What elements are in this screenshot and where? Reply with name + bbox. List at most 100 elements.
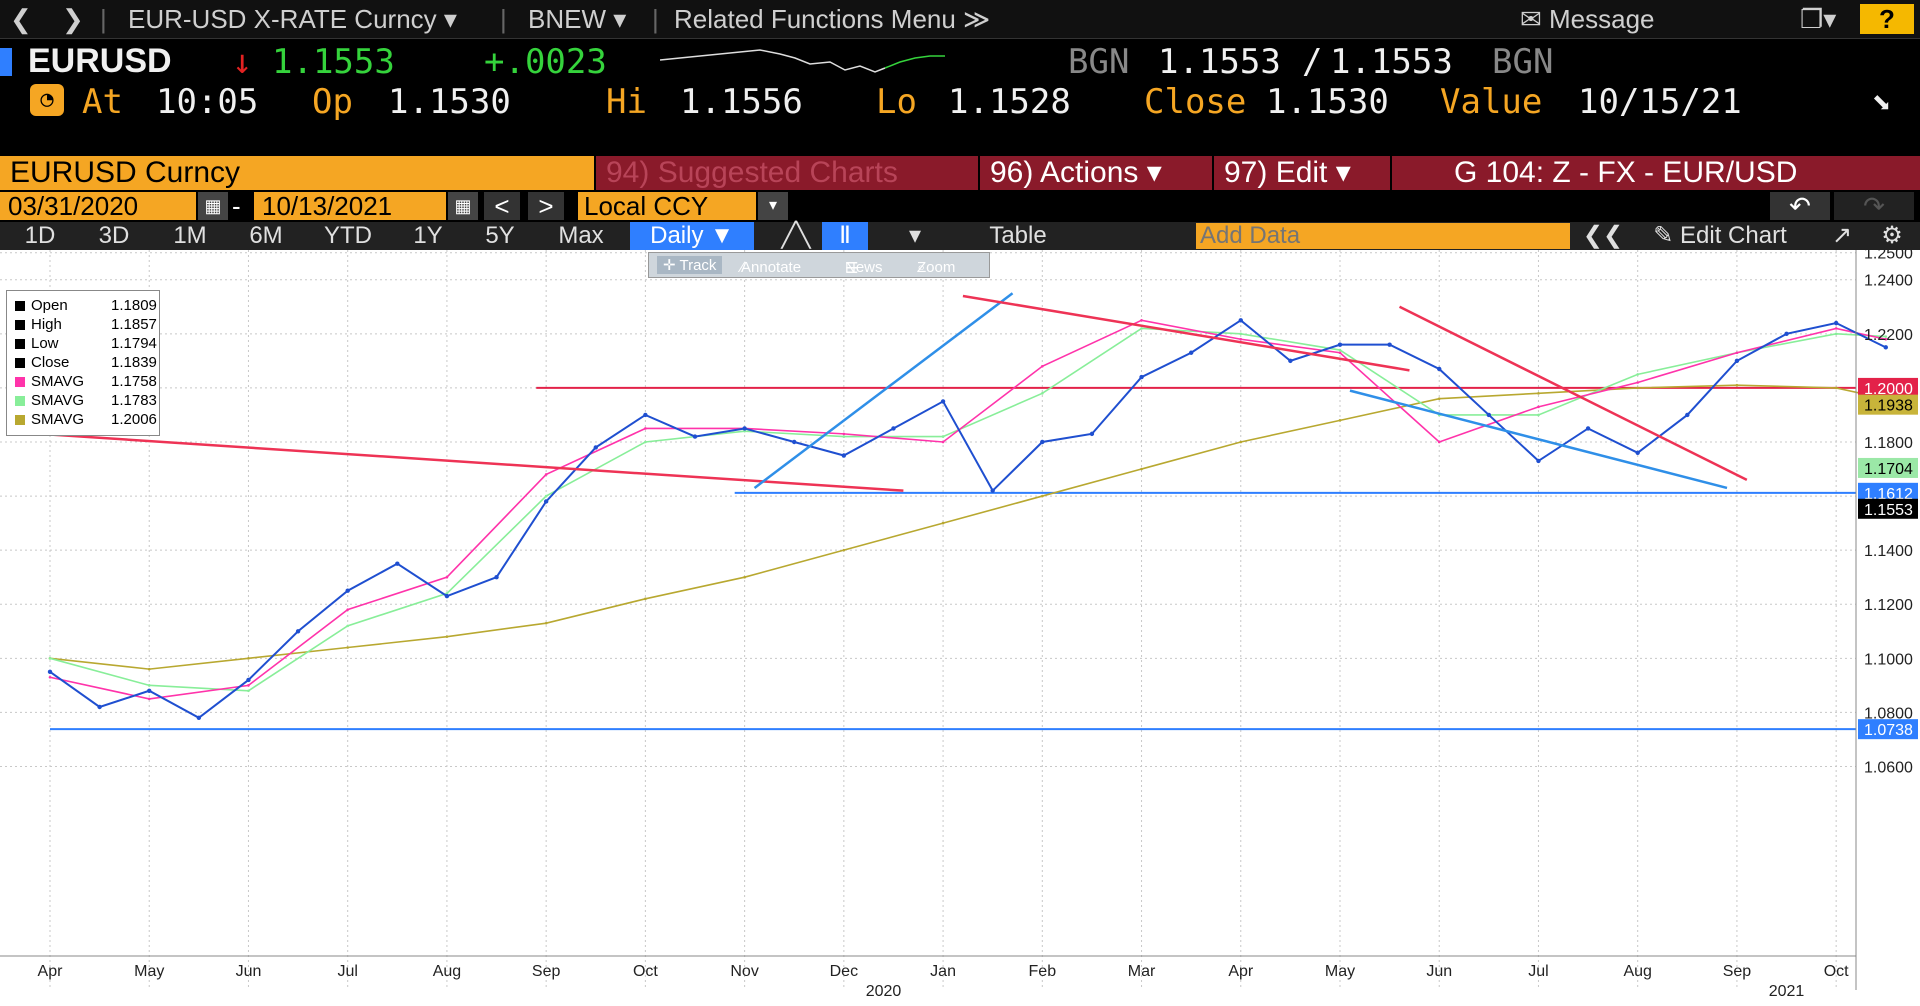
chevron-down-icon[interactable]: ▾ bbox=[758, 192, 788, 220]
gear-icon[interactable]: ⚙ bbox=[1881, 222, 1903, 249]
security-field[interactable]: EURUSD Curncy bbox=[0, 156, 594, 190]
data-point bbox=[494, 574, 499, 580]
currency-select[interactable]: Local CCY bbox=[578, 192, 756, 220]
pencil-icon: ∕ bbox=[741, 259, 744, 276]
y-tick-label: 1.2200 bbox=[1864, 327, 1913, 344]
candlestick-icon[interactable]: Ⅱ bbox=[822, 222, 868, 250]
undo-icon[interactable]: ↶ bbox=[1770, 192, 1830, 220]
legend-value: 1.1758 bbox=[111, 373, 157, 390]
help-button[interactable]: ? bbox=[1860, 4, 1914, 34]
end-date-field[interactable]: 10/13/2021 bbox=[254, 192, 446, 220]
range-dash: - bbox=[232, 191, 241, 221]
trend-line bbox=[753, 292, 1014, 489]
legend-item: SMAVG 1.2006 bbox=[15, 411, 157, 429]
data-point bbox=[147, 697, 151, 701]
message-button[interactable]: ✉ Message bbox=[1520, 4, 1655, 34]
suggested-charts-button[interactable]: 94) Suggested Charts bbox=[596, 156, 978, 190]
legend-label: SMAVG bbox=[31, 411, 85, 428]
data-point bbox=[1636, 381, 1639, 384]
data-point bbox=[247, 657, 250, 660]
chevron-down-icon[interactable]: ▾ bbox=[908, 222, 922, 249]
table-button[interactable]: Table bbox=[989, 222, 1047, 249]
edit-menu[interactable]: 97) Edit ▾ bbox=[1214, 156, 1390, 190]
data-point bbox=[1040, 439, 1045, 445]
data-point bbox=[1140, 327, 1143, 330]
y-tick-label: 1.1400 bbox=[1864, 543, 1913, 560]
period-5y[interactable]: 5Y bbox=[485, 222, 515, 249]
collapse-icon[interactable]: ❮❮ bbox=[1582, 222, 1624, 249]
data-point bbox=[1437, 440, 1441, 444]
data-point bbox=[1537, 405, 1540, 409]
ask-price: 1.1553 bbox=[1330, 42, 1453, 82]
horizontal-levels bbox=[50, 386, 1856, 731]
prev-period-button[interactable]: < bbox=[484, 192, 520, 220]
period-6m[interactable]: 6M bbox=[249, 222, 283, 249]
legend-value: 1.2006 bbox=[111, 411, 157, 428]
period-1d[interactable]: 1D bbox=[24, 222, 56, 249]
calendar-icon[interactable]: ▦ bbox=[198, 192, 228, 220]
source-menu[interactable]: BNEW ▾ bbox=[528, 4, 627, 34]
open-label: Op bbox=[312, 82, 353, 122]
y-tick-label: 1.1800 bbox=[1864, 435, 1913, 452]
actions-menu[interactable]: 96) Actions ▾ bbox=[980, 156, 1212, 190]
legend-label: SMAVG bbox=[31, 392, 85, 409]
pencil-icon: ✎ bbox=[1653, 222, 1681, 249]
x-tick-label: Dec bbox=[830, 963, 858, 980]
price-chart[interactable]: 1.25001.24001.22001.20001.18001.16001.14… bbox=[0, 250, 1920, 1006]
data-point bbox=[692, 434, 698, 439]
data-point bbox=[1139, 374, 1144, 380]
start-date-field[interactable]: 03/31/2020 bbox=[0, 192, 196, 220]
period-1y[interactable]: 1Y bbox=[413, 222, 443, 249]
price-tag bbox=[1858, 457, 1918, 478]
x-tick-label: Sep bbox=[532, 963, 561, 980]
x-tick-label: Apr bbox=[1228, 963, 1254, 980]
data-point bbox=[891, 426, 896, 431]
related-functions-menu[interactable]: Related Functions Menu ≫ bbox=[674, 4, 991, 34]
data-point bbox=[1537, 392, 1540, 395]
add-data-input[interactable] bbox=[1196, 223, 1570, 249]
data-point bbox=[1089, 431, 1095, 437]
line-chart-icon[interactable]: ╱╲ bbox=[781, 222, 811, 249]
y-tick-label: 1.2400 bbox=[1864, 273, 1913, 290]
data-point bbox=[543, 499, 549, 504]
legend-item: Low 1.1794 bbox=[15, 335, 157, 353]
x-tick-label: Feb bbox=[1029, 963, 1057, 980]
data-point bbox=[97, 704, 102, 710]
edit-chart-button[interactable]: ✎ Edit Chart bbox=[1634, 222, 1806, 250]
period-max[interactable]: Max bbox=[558, 222, 604, 249]
x-tick-label: Oct bbox=[633, 963, 658, 980]
track-tool[interactable]: ✛ Track bbox=[657, 256, 723, 274]
period-1m[interactable]: 1M bbox=[173, 222, 207, 249]
calendar-icon[interactable]: ▦ bbox=[448, 192, 478, 220]
ticker-menu[interactable]: EUR-USD X-RATE Curncy ▾ bbox=[128, 4, 457, 34]
chart-settings-icon[interactable]: ↗ bbox=[1831, 222, 1853, 249]
data-point bbox=[444, 593, 450, 599]
chart-canvas: 1.25001.24001.22001.20001.18001.16001.14… bbox=[0, 250, 1918, 1000]
legend-label: High bbox=[31, 316, 62, 333]
data-point bbox=[1337, 342, 1343, 347]
back-icon[interactable]: ❮ bbox=[10, 4, 32, 34]
divider: | bbox=[500, 4, 507, 34]
period-3d[interactable]: 3D bbox=[98, 222, 130, 249]
data-point bbox=[196, 715, 202, 721]
price-tag-label: 1.1553 bbox=[1864, 502, 1913, 519]
legend-swatch bbox=[15, 415, 25, 426]
frequency-select[interactable]: Daily ▼ bbox=[630, 222, 754, 250]
period-ytd[interactable]: YTD bbox=[324, 222, 372, 249]
zoom-label: Zoom bbox=[917, 259, 956, 276]
gauge-icon[interactable]: ◔ bbox=[30, 84, 64, 116]
slash: / bbox=[1302, 42, 1323, 82]
legend-swatch bbox=[15, 396, 25, 407]
export-icon[interactable]: ⬊ bbox=[1870, 82, 1891, 122]
data-point bbox=[544, 621, 548, 625]
data-point bbox=[247, 689, 250, 693]
next-period-button[interactable]: > bbox=[528, 192, 564, 220]
window-icon[interactable]: ❐▾ bbox=[1800, 4, 1837, 34]
forward-icon[interactable]: ❯ bbox=[62, 4, 84, 34]
redo-icon[interactable]: ↷ bbox=[1834, 192, 1914, 220]
data-point bbox=[47, 669, 53, 675]
low-label: Lo bbox=[876, 82, 917, 122]
data-point bbox=[544, 494, 548, 498]
bid-price: 1.1553 bbox=[1158, 42, 1281, 82]
x-tick-label: Sep bbox=[1723, 963, 1752, 980]
